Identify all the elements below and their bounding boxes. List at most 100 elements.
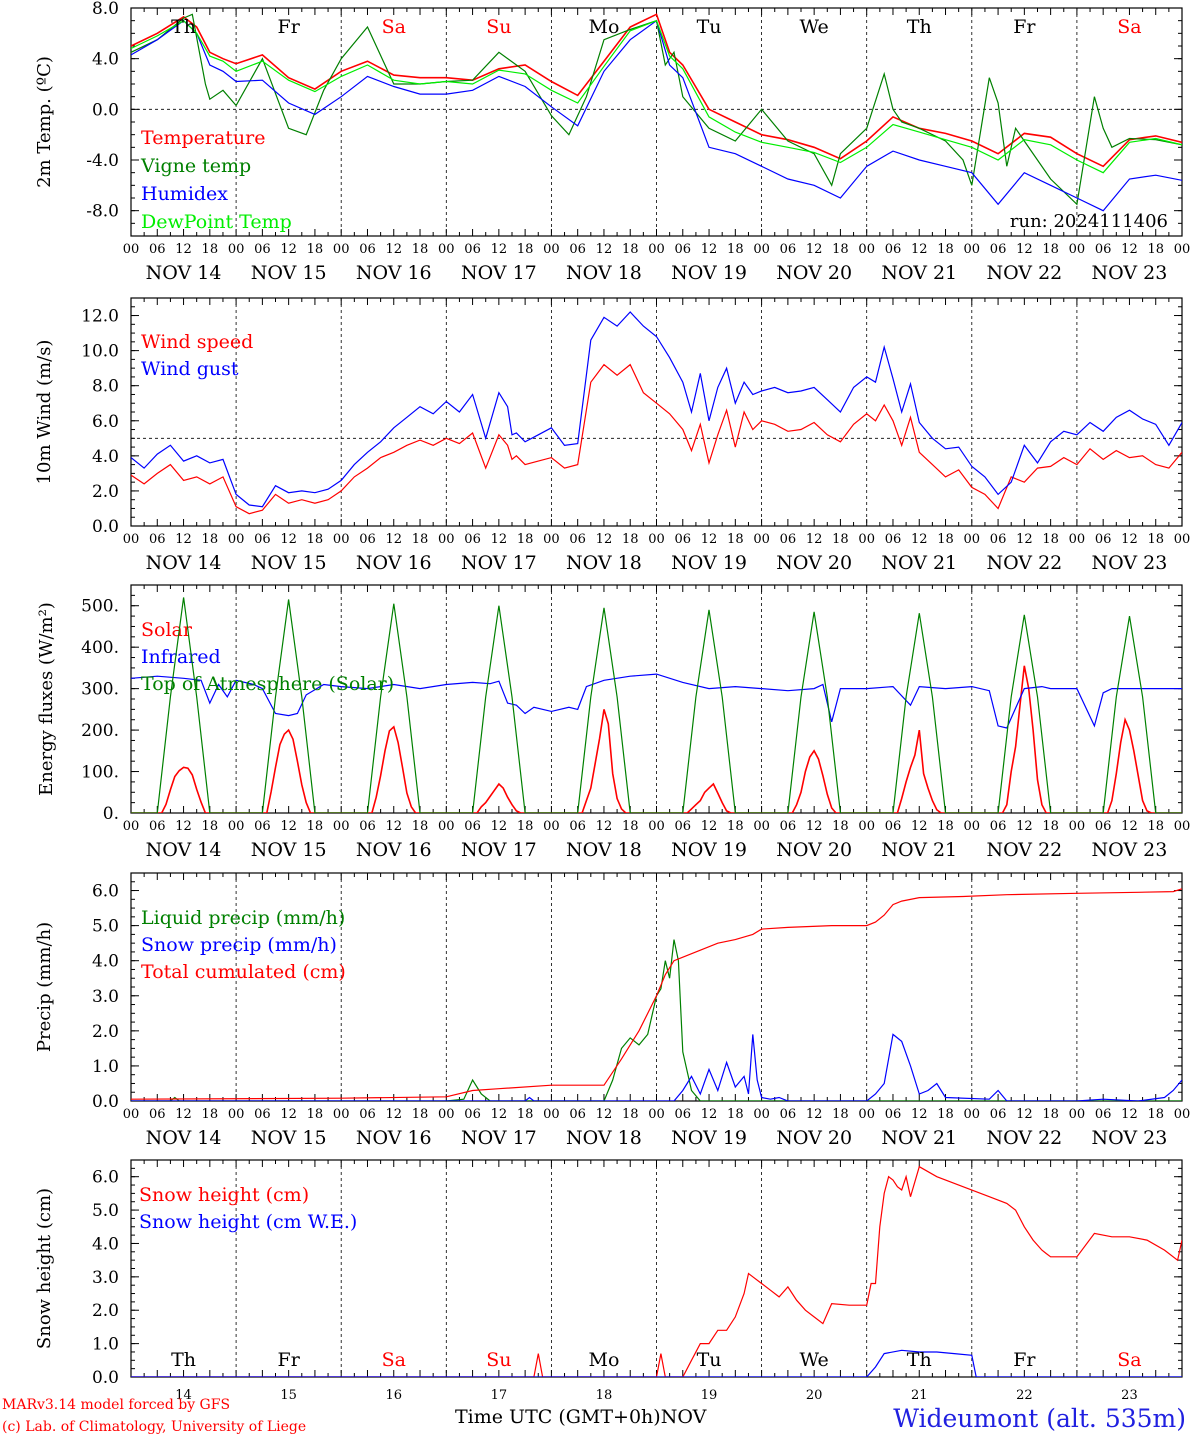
- hour-tick-label: 12: [701, 1107, 718, 1122]
- series-line-1: [131, 1165, 1182, 1377]
- hour-tick-label: 06: [780, 1107, 797, 1122]
- y-tick-label: 400.: [81, 638, 119, 658]
- date-label: NOV 22: [986, 839, 1062, 861]
- date-label: NOV 14: [146, 1127, 222, 1149]
- hour-tick-label: 18: [412, 1107, 429, 1122]
- hour-tick-label: 18: [307, 1107, 324, 1122]
- hour-tick-label: 18: [937, 819, 954, 834]
- legend-entry: Infrared: [141, 646, 221, 668]
- hour-tick-label: 06: [780, 532, 797, 547]
- date-label: NOV 14: [146, 839, 222, 861]
- hour-tick-label: 12: [806, 242, 823, 257]
- hour-tick-label: 18: [1042, 1107, 1059, 1122]
- hour-tick-label: 00: [753, 532, 770, 547]
- hour-tick-label: 06: [1095, 532, 1112, 547]
- hour-tick-label: 18: [1147, 532, 1164, 547]
- hour-tick-label: 06: [569, 819, 586, 834]
- hour-tick-label: 12: [1016, 1107, 1033, 1122]
- date-label: NOV 14: [146, 552, 222, 574]
- date-label: NOV 19: [671, 839, 747, 861]
- hour-tick-label: 18: [307, 242, 324, 257]
- day-number-label: 22: [1016, 1388, 1033, 1403]
- hour-tick-label: 06: [464, 242, 481, 257]
- series-line-4: [131, 19, 1182, 174]
- legend-entry: Solar: [141, 619, 193, 641]
- legend-entry: Snow height (cm W.E.): [139, 1211, 357, 1233]
- legend-entry: Vigne temp: [140, 155, 251, 177]
- hour-tick-label: 06: [149, 532, 166, 547]
- weekday-label: Fr: [1013, 16, 1036, 38]
- hour-tick-label: 06: [254, 1107, 271, 1122]
- hour-tick-label: 12: [596, 242, 613, 257]
- hour-tick-label: 18: [727, 532, 744, 547]
- hour-tick-label: 18: [1042, 242, 1059, 257]
- y-axis-title: Precip (mm/h): [34, 922, 55, 1052]
- hour-tick-label: 06: [359, 1107, 376, 1122]
- series-line-2: [131, 311, 1182, 508]
- weekday-label: Mo: [588, 1349, 619, 1371]
- hour-tick-label: 06: [885, 242, 902, 257]
- legend-entry: Liquid precip (mm/h): [141, 907, 345, 929]
- y-tick-label: 4.0: [92, 1234, 119, 1254]
- hour-tick-label: 18: [202, 819, 219, 834]
- hour-tick-label: 12: [280, 242, 297, 257]
- hour-tick-label: 12: [806, 819, 823, 834]
- hour-tick-label: 00: [964, 242, 981, 257]
- date-label: NOV 18: [566, 1127, 642, 1149]
- hour-tick-label: 12: [596, 1107, 613, 1122]
- hour-tick-label: 12: [911, 242, 928, 257]
- hour-tick-label: 06: [569, 1107, 586, 1122]
- hour-tick-label: 06: [149, 242, 166, 257]
- hour-tick-label: 00: [333, 819, 350, 834]
- y-axis-title: 10m Wind (m/s): [34, 340, 55, 485]
- hour-tick-label: 12: [1016, 819, 1033, 834]
- hour-tick-label: 06: [990, 242, 1007, 257]
- hour-tick-label: 12: [385, 819, 402, 834]
- hour-tick-label: 00: [1069, 819, 1086, 834]
- date-label: NOV 15: [251, 839, 327, 861]
- y-axis-title: 2m Temp. (ºC): [34, 56, 55, 188]
- hour-tick-label: 18: [622, 1107, 639, 1122]
- credit-line-2: (c) Lab. of Climatology, University of L…: [2, 1419, 307, 1435]
- hour-tick-label: 12: [491, 242, 508, 257]
- hour-tick-label: 00: [858, 1107, 875, 1122]
- series-line-1: [131, 363, 1182, 515]
- hour-tick-label: 06: [780, 242, 797, 257]
- weekday-label: Su: [486, 16, 511, 38]
- legend-entry: Top of Atmesphere (Solar): [141, 673, 394, 695]
- hour-tick-label: 06: [990, 1107, 1007, 1122]
- hour-tick-label: 00: [543, 819, 560, 834]
- hour-tick-label: 18: [832, 532, 849, 547]
- y-tick-label: 12.0: [81, 307, 119, 327]
- hour-tick-label: 00: [228, 1107, 245, 1122]
- date-label: NOV 15: [251, 262, 327, 284]
- hour-tick-label: 12: [806, 1107, 823, 1122]
- date-label: NOV 19: [671, 1127, 747, 1149]
- legend-entry: Total cumulated (cm): [141, 961, 346, 983]
- date-label: NOV 16: [356, 1127, 432, 1149]
- date-label: NOV 20: [776, 1127, 852, 1149]
- day-number-label: 21: [911, 1388, 928, 1403]
- date-label: NOV 22: [986, 552, 1062, 574]
- date-label: NOV 15: [251, 1127, 327, 1149]
- hour-tick-label: 00: [228, 819, 245, 834]
- hour-tick-label: 00: [333, 242, 350, 257]
- date-label: NOV 18: [566, 552, 642, 574]
- hour-tick-label: 12: [175, 819, 192, 834]
- hour-tick-label: 00: [1174, 532, 1191, 547]
- hour-tick-label: 00: [123, 1107, 140, 1122]
- hour-tick-label: 18: [937, 242, 954, 257]
- credit-line-1: MARv3.14 model forced by GFS: [2, 1397, 231, 1413]
- hour-tick-label: 12: [1016, 532, 1033, 547]
- y-tick-label: 5.0: [92, 917, 119, 937]
- hour-tick-label: 00: [964, 532, 981, 547]
- hour-tick-label: 00: [964, 819, 981, 834]
- y-tick-label: 1.0: [92, 1057, 119, 1077]
- date-label: NOV 23: [1092, 552, 1168, 574]
- panel-4: 0.0 1.0 2.0 3.0 4.0 5.0 6.0 Precip (mm/h) Liquid…: [34, 872, 1190, 1149]
- series-line-2: [131, 1033, 1182, 1101]
- date-label: NOV 20: [776, 839, 852, 861]
- y-tick-label: 4.0: [92, 50, 119, 70]
- hour-tick-label: 06: [464, 1107, 481, 1122]
- y-tick-label: 500.: [81, 597, 119, 617]
